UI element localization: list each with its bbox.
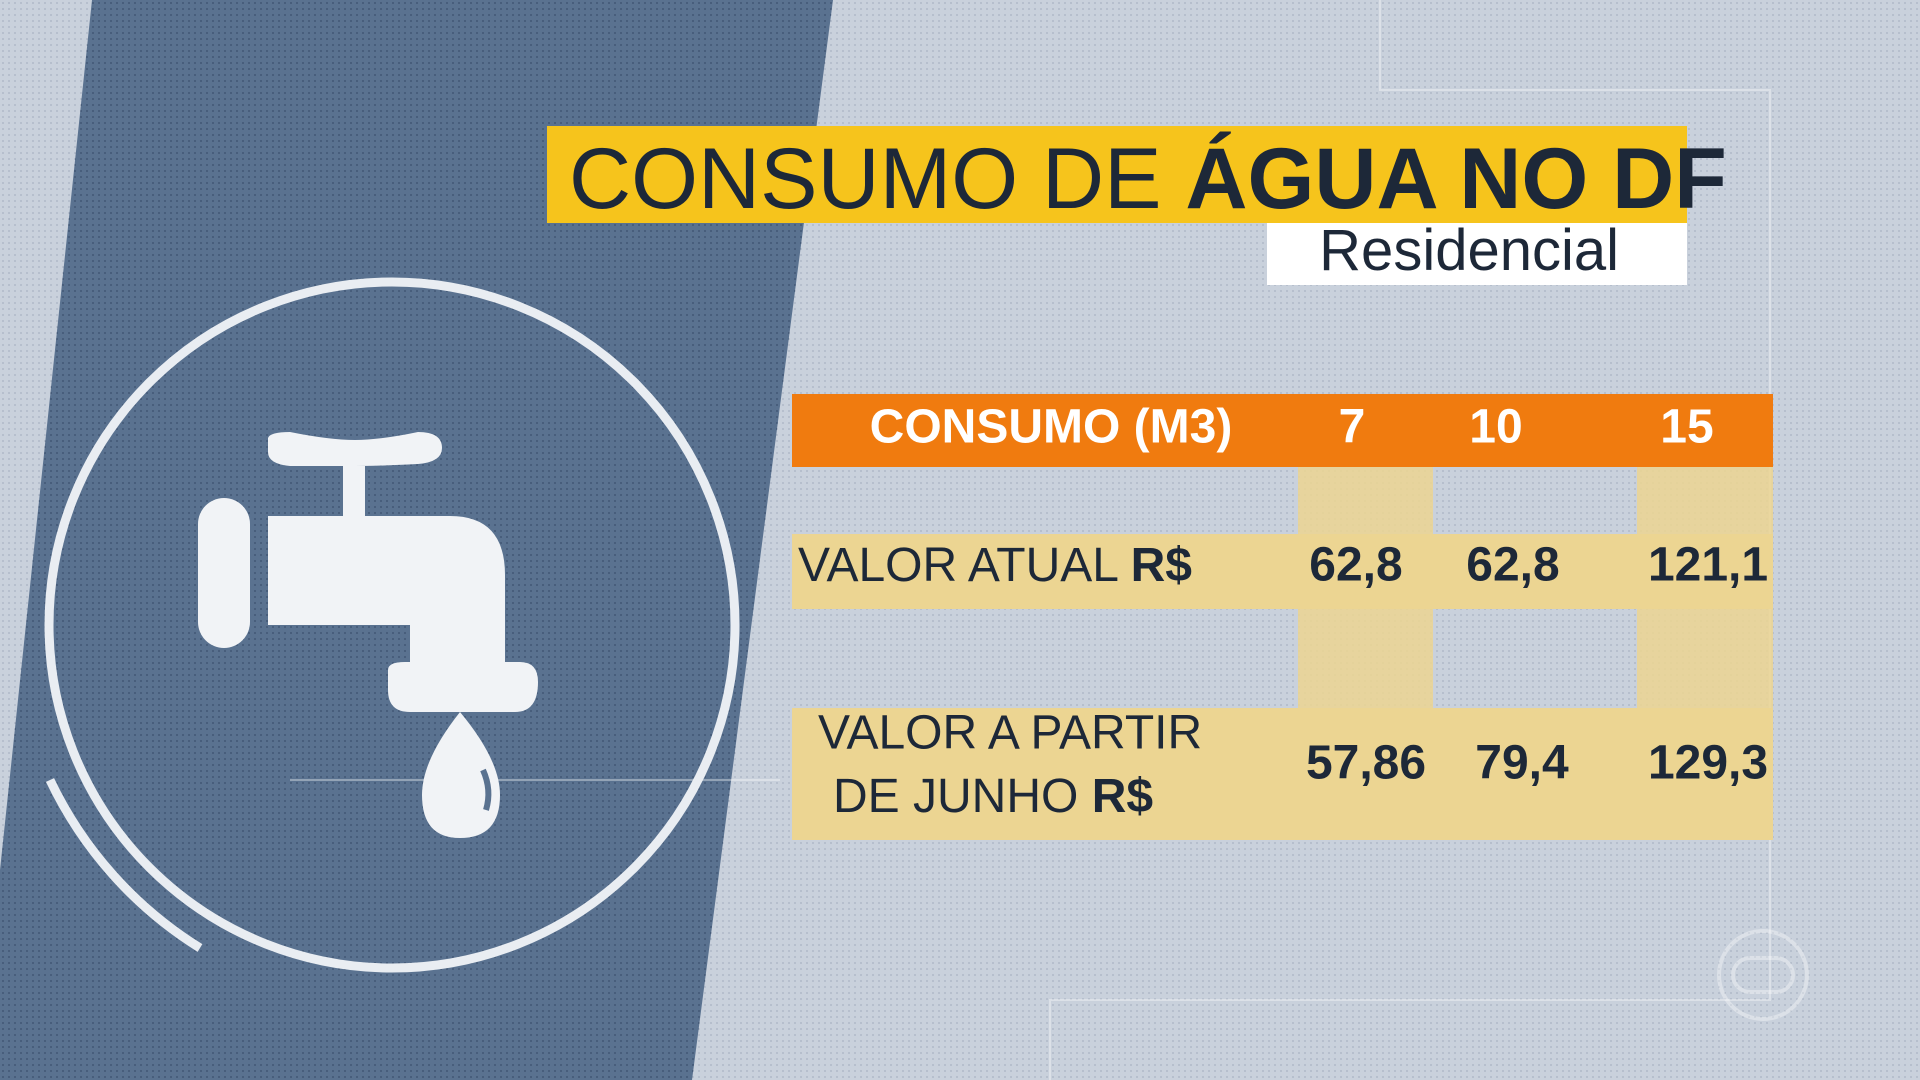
cell: 79,4 — [1475, 737, 1569, 790]
cell: 57,86 — [1306, 737, 1426, 790]
row-band — [792, 708, 1773, 840]
title-light: CONSUMO DE — [569, 131, 1161, 227]
watermark — [1717, 929, 1809, 1021]
subtitle: Residencial — [1319, 218, 1619, 283]
title-bold: ÁGUA NO DF — [1185, 131, 1726, 227]
header-cell: 15 — [1660, 401, 1713, 454]
header-bar — [792, 394, 1773, 467]
icon-ring — [44, 277, 740, 973]
row-unit: R$ — [1131, 539, 1193, 592]
row-band — [792, 534, 1773, 609]
header-cell: 7 — [1339, 401, 1366, 454]
row-label: VALOR ATUAL R$ — [798, 539, 1192, 592]
header-cell: CONSUMO (M3) — [870, 401, 1233, 454]
row-label: VALOR A PARTIR — [818, 707, 1202, 760]
header-cell: 10 — [1469, 401, 1522, 454]
row-label-text: DE JUNHO — [833, 770, 1078, 823]
title: CONSUMO DE ÁGUA NO DF — [569, 131, 1727, 227]
icon-arc — [45, 778, 203, 952]
row-label: DE JUNHO R$ — [833, 770, 1153, 823]
title-bar — [547, 126, 1687, 223]
cell: 62,8 — [1309, 539, 1402, 592]
row-unit: R$ — [1092, 770, 1154, 823]
table: CONSUMO (M3) 7 10 15 VALOR ATUAL R$ VALO… — [792, 394, 1773, 840]
subtitle-box — [1267, 223, 1687, 285]
row-label-text: VALOR ATUAL — [798, 539, 1118, 592]
cell: 62,8 — [1466, 539, 1559, 592]
cell: 129,3 — [1648, 737, 1768, 790]
cell: 121,1 — [1648, 539, 1768, 592]
faucet-icon — [44, 277, 740, 973]
